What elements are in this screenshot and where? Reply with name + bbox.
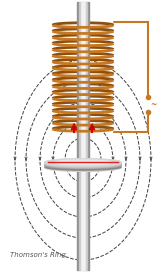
Ellipse shape xyxy=(45,164,121,171)
Ellipse shape xyxy=(45,161,121,168)
Bar xyxy=(77,2,79,270)
Ellipse shape xyxy=(45,160,121,167)
Ellipse shape xyxy=(45,161,121,169)
Ellipse shape xyxy=(45,162,121,169)
Ellipse shape xyxy=(45,160,121,167)
Ellipse shape xyxy=(45,162,121,169)
Ellipse shape xyxy=(45,164,121,171)
Text: Thomson's Ring: Thomson's Ring xyxy=(10,252,66,258)
Ellipse shape xyxy=(45,160,121,168)
Ellipse shape xyxy=(45,162,121,169)
Ellipse shape xyxy=(45,159,121,167)
Ellipse shape xyxy=(45,159,121,166)
Ellipse shape xyxy=(45,163,121,170)
Ellipse shape xyxy=(45,159,121,166)
Ellipse shape xyxy=(45,160,121,167)
Ellipse shape xyxy=(45,163,121,171)
Bar xyxy=(82,2,84,270)
Text: ~: ~ xyxy=(150,100,156,109)
Ellipse shape xyxy=(45,163,121,170)
Bar xyxy=(79,2,87,270)
Ellipse shape xyxy=(45,164,121,171)
Bar xyxy=(81,2,85,270)
Ellipse shape xyxy=(45,162,121,170)
Bar xyxy=(87,2,89,270)
Ellipse shape xyxy=(55,160,111,165)
Ellipse shape xyxy=(45,159,121,165)
Ellipse shape xyxy=(45,161,121,168)
